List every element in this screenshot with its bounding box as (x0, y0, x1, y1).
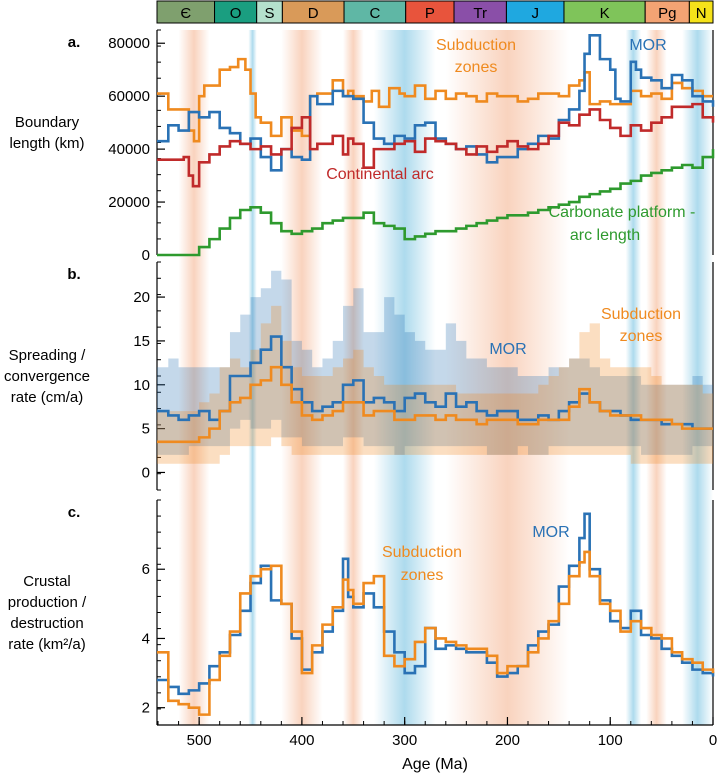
period-box (688, 0, 714, 24)
x-tick-label: 400 (289, 732, 314, 749)
panel-a: 0 20000 40000 60000 80000 a. Boundary length (k… (9, 29, 715, 264)
series-label-line: arc length (570, 227, 640, 244)
y-axis-label-line: rate (cm/a) (11, 389, 84, 406)
subduction-zones-line (157, 550, 715, 716)
period-label: O (230, 5, 242, 22)
continental-arc-line (157, 102, 715, 188)
y-tick-label: 5 (142, 421, 150, 438)
period-label: Є (180, 5, 191, 22)
cool-climate-band (682, 30, 713, 725)
period-label: P (425, 5, 435, 22)
series-label-line: Subduction (601, 306, 681, 323)
period-j: J (505, 0, 565, 24)
series-label-line: MOR (532, 524, 569, 541)
y-axis-label: Boundary length (km) (9, 114, 84, 152)
subduction-zones-line (157, 57, 713, 143)
period-s: S (256, 0, 283, 24)
warm-climate-band (646, 30, 667, 725)
y-tick-label: 10 (133, 377, 150, 394)
panel-letter: c. (68, 504, 81, 521)
panel-c: 2 4 6 c. Crustal production / destruction rate … (8, 499, 717, 773)
period-label: Pg (658, 5, 676, 22)
y-axis-label-line: production / (8, 594, 87, 611)
y-tick-label: 4 (142, 630, 150, 647)
y-tick-label: 0 (142, 247, 150, 264)
period-label: D (308, 5, 319, 22)
subduction-zones-label: Subduction zones (601, 306, 681, 345)
subduction-range-band (157, 305, 713, 464)
series-label-line: MOR (629, 37, 666, 54)
continental-arc-label: Continental arc (326, 166, 434, 183)
period-label: C (369, 5, 380, 22)
x-tick-label: 500 (187, 732, 212, 749)
period-k: K (563, 0, 646, 24)
series-label-line: zones (401, 567, 444, 584)
geologic-timescale: Є O S D C P Tr J K Pg N (156, 0, 714, 24)
period-pg: Pg (644, 0, 690, 24)
y-axis-label-line: Boundary (15, 114, 80, 131)
series-label-line: zones (620, 328, 663, 345)
period-label: J (531, 5, 539, 22)
period-d: D (281, 0, 345, 24)
panel-letter: a. (68, 34, 81, 51)
series-label-line: zones (455, 59, 498, 76)
period-є: Є (156, 0, 216, 24)
x-axis-label: Age (Ma) (402, 756, 468, 773)
y-tick-label: 15 (133, 333, 150, 350)
warm-climate-band (281, 30, 323, 725)
mor-label: MOR (532, 524, 569, 541)
mor-range-band (157, 270, 713, 455)
period-n: N (688, 0, 714, 24)
period-label: S (265, 5, 275, 22)
series-label-line: MOR (489, 341, 526, 358)
series-label-line: Carbonate platform - (549, 204, 696, 221)
period-label: Tr (473, 5, 487, 22)
panel-letter: b. (67, 266, 80, 283)
warm-climate-band (343, 30, 364, 725)
y-axis-label-line: rate (km²/a) (8, 636, 86, 653)
period-tr: Tr (453, 0, 507, 24)
period-o: O (214, 0, 258, 24)
y-tick-label: 60000 (108, 88, 150, 105)
series-label-line: Subduction (382, 544, 462, 561)
x-tick-label: 200 (495, 732, 520, 749)
y-tick-label: 80000 (108, 35, 150, 52)
y-tick-label: 20 (133, 289, 150, 306)
carbonate-platform-arc-length-label: Carbonate platform - arc length (549, 204, 696, 244)
warm-climate-band (178, 30, 210, 725)
y-axis-label-line: Spreading / (9, 347, 87, 364)
y-axis-label: Crustal production / destruction rate (km²/… (8, 573, 87, 653)
y-tick-label: 6 (142, 561, 150, 578)
y-axis-label-line: convergence (4, 368, 90, 385)
x-tick-label: 0 (709, 732, 717, 749)
x-tick-label: 300 (392, 732, 417, 749)
subduction-zones-line (157, 365, 713, 444)
y-axis-label: Spreading / convergence rate (cm/a) (4, 347, 90, 406)
series-label-line: Subduction (436, 37, 516, 54)
y-axis-label-line: destruction (10, 615, 83, 632)
period-label: K (600, 5, 610, 22)
y-tick-label: 40000 (108, 141, 150, 158)
y-axis-label-line: Crustal (23, 573, 71, 590)
panel-b: 0 5 10 15 20 b. Spreading / convergence rate (cm… (4, 261, 714, 491)
x-tick-label: 100 (598, 732, 623, 749)
period-c: C (343, 0, 407, 24)
y-tick-label: 2 (142, 700, 150, 717)
subduction-zones-label: Subduction zones (382, 544, 462, 584)
mor-label: MOR (629, 37, 666, 54)
cool-climate-band (625, 30, 642, 725)
y-axis-label-line: length (km) (9, 135, 84, 152)
subduction-zones-label: Subduction zones (436, 37, 516, 76)
y-tick-label: 20000 (108, 194, 150, 211)
carbonate-platform-arc-length-line (157, 149, 715, 257)
cool-climate-band (248, 30, 257, 725)
series-label-line: Continental arc (326, 166, 434, 183)
y-tick-label: 0 (142, 464, 150, 481)
period-label: N (696, 5, 707, 22)
period-p: P (405, 0, 455, 24)
mor-label: MOR (489, 341, 526, 358)
